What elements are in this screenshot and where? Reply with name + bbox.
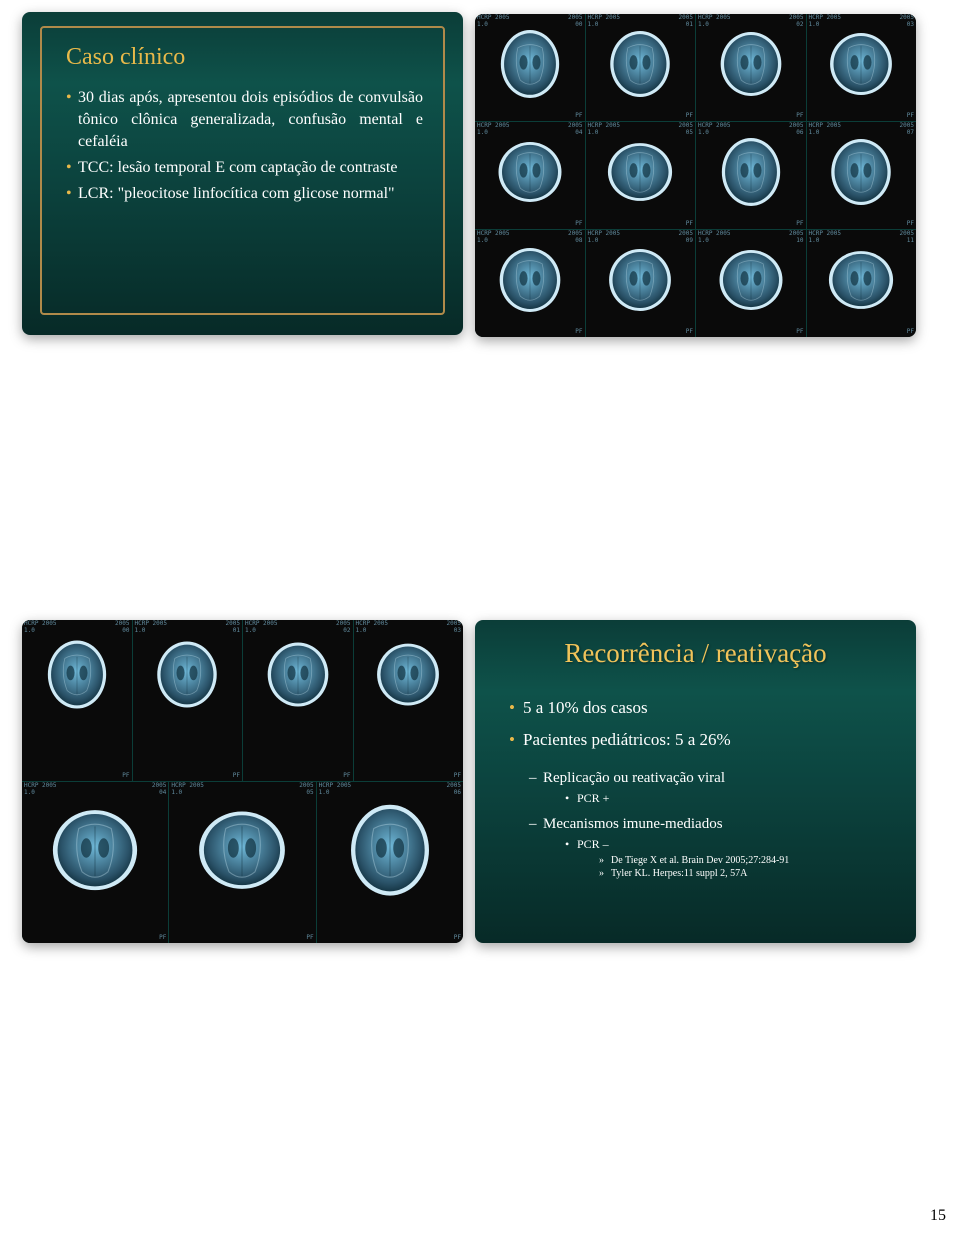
ct-scan-cell: HCRP 2005 1.0 2005 01 PF — [133, 620, 243, 781]
ct-scan-cell: HCRP 2005 1.0 2005 02 PF — [243, 620, 353, 781]
ct-overlay-text: PF — [575, 221, 582, 228]
ct-overlay-text: 2005 03 — [447, 621, 461, 634]
ct-scan-cell: HCRP 2005 1.0 2005 00 PF — [22, 620, 132, 781]
slide-recorrencia: Recorrência / reativação 5 a 10% dos cas… — [475, 620, 916, 943]
ct-overlay-text: PF — [686, 113, 693, 120]
slide4-sub2-label: Mecanismos imune-mediados — [543, 816, 723, 832]
ct-scan-cell: HCRP 2005 1.0 2005 09 PF — [586, 230, 696, 337]
ct-brain-icon — [821, 239, 902, 320]
ct-overlay-text: PF — [454, 773, 461, 780]
slide4-bullet: 5 a 10% dos casos — [509, 695, 890, 721]
ct-scan-cell: HCRP 2005 1.0 2005 06 PF — [317, 782, 463, 943]
slide4-sub1: Replicação ou reativação viral PCR + — [529, 770, 890, 806]
ct-scan-cell: HCRP 2005 1.0 2005 03 PF — [807, 14, 917, 121]
ct-overlay-text: PF — [575, 113, 582, 120]
ct-overlay-text: 2005 05 — [299, 783, 313, 796]
ct-overlay-text: HCRP 2005 1.0 — [245, 621, 278, 634]
ct-scan-cell: HCRP 2005 1.0 2005 03 PF — [354, 620, 464, 781]
ct-overlay-text: PF — [159, 935, 166, 942]
ct-overlay-text: PF — [306, 935, 313, 942]
ct-brain-icon — [600, 131, 681, 212]
ct-brain-icon — [188, 796, 296, 904]
ct-overlay-text: PF — [907, 113, 914, 120]
ct-scan-cell: HCRP 2005 1.0 2005 08 PF — [475, 230, 585, 337]
ct-overlay-text: 2005 00 — [115, 621, 129, 634]
ct-brain-icon — [821, 131, 902, 212]
ct-brain-icon — [821, 23, 902, 104]
ct-brain-icon — [368, 634, 449, 715]
slide4-list: 5 a 10% dos casos Pacientes pediátricos:… — [509, 695, 890, 752]
ct-scan-cell: HCRP 2005 1.0 2005 02 PF — [696, 14, 806, 121]
slide4-ref: De Tiege X et al. Brain Dev 2005;27:284-… — [599, 855, 890, 866]
ct-scan-grid-top: HCRP 2005 1.0 2005 00 PF HCRP 2005 1.0 2… — [475, 14, 916, 337]
ct-brain-icon — [257, 634, 338, 715]
page-number: 15 — [930, 1207, 946, 1225]
ct-scan-cell: HCRP 2005 1.0 2005 05 PF — [586, 122, 696, 229]
slide4-bullet: Pacientes pediátricos: 5 a 26% — [509, 727, 890, 753]
ct-brain-icon — [36, 634, 117, 715]
slide-caso-clinico: Caso clínico 30 dias após, apresentou do… — [22, 12, 463, 335]
ct-scan-cell: HCRP 2005 1.0 2005 10 PF — [696, 230, 806, 337]
ct-brain-icon — [600, 23, 681, 104]
ct-overlay-text: HCRP 2005 1.0 — [135, 621, 168, 634]
ct-scan-cell: HCRP 2005 1.0 2005 01 PF — [586, 14, 696, 121]
ct-scan-cell: HCRP 2005 1.0 2005 04 PF — [475, 122, 585, 229]
ct-brain-icon — [710, 239, 791, 320]
ct-overlay-text: 2005 06 — [447, 783, 461, 796]
ct-overlay-text: HCRP 2005 1.0 — [171, 783, 204, 796]
ct-scan-grid-bottom: HCRP 2005 1.0 2005 00 PF HCRP 2005 1.0 2… — [22, 620, 463, 943]
ct-overlay-text: PF — [796, 329, 803, 336]
gold-frame: Caso clínico 30 dias após, apresentou do… — [40, 26, 445, 315]
ct-scan-cell: HCRP 2005 1.0 2005 00 PF — [475, 14, 585, 121]
ct-overlay-text: 2005 01 — [226, 621, 240, 634]
ct-overlay-text: PF — [796, 113, 803, 120]
slide4-sub1-label: Replicação ou reativação viral — [543, 770, 725, 786]
slide4-ref: Tyler KL. Herpes:11 suppl 2, 57A — [599, 868, 890, 879]
slide1-title: Caso clínico — [66, 44, 423, 71]
ct-scan-cell: HCRP 2005 1.0 2005 11 PF — [807, 230, 917, 337]
slide1-bullet: TCC: lesão temporal E com captação de co… — [66, 157, 423, 179]
ct-brain-icon — [710, 131, 791, 212]
slide4-title: Recorrência / reativação — [501, 638, 890, 669]
slide4-sub2-child: PCR – De Tiege X et al. Brain Dev 2005;2… — [565, 837, 890, 879]
ct-overlay-text: HCRP 2005 1.0 — [356, 621, 389, 634]
ct-overlay-text: PF — [796, 221, 803, 228]
ct-brain-icon — [489, 131, 570, 212]
ct-overlay-text: PF — [907, 329, 914, 336]
ct-brain-icon — [41, 796, 149, 904]
ct-overlay-text: PF — [233, 773, 240, 780]
ct-overlay-text: PF — [575, 329, 582, 336]
ct-brain-icon — [489, 23, 570, 104]
ct-overlay-text: PF — [122, 773, 129, 780]
ct-overlay-text: PF — [454, 935, 461, 942]
ct-scan-cell: HCRP 2005 1.0 2005 06 PF — [696, 122, 806, 229]
ct-scan-cell: HCRP 2005 1.0 2005 04 PF — [22, 782, 168, 943]
ct-overlay-text: HCRP 2005 1.0 — [319, 783, 352, 796]
ct-brain-icon — [147, 634, 228, 715]
ct-brain-icon — [336, 796, 444, 904]
slide4-sub2: Mecanismos imune-mediados PCR – De Tiege… — [529, 816, 890, 879]
ct-brain-icon — [600, 239, 681, 320]
slide1-bullet: 30 dias após, apresentou dois episódios … — [66, 87, 423, 153]
ct-overlay-text: HCRP 2005 1.0 — [24, 783, 57, 796]
ct-brain-icon — [710, 23, 791, 104]
slide4-sublist: Replicação ou reativação viral PCR + Mec… — [529, 770, 890, 879]
ct-overlay-text: PF — [686, 329, 693, 336]
ct-brain-icon — [489, 239, 570, 320]
ct-overlay-text: 2005 02 — [336, 621, 350, 634]
ct-overlay-text: HCRP 2005 1.0 — [24, 621, 57, 634]
ct-overlay-text: PF — [343, 773, 350, 780]
slide4-sub2-child-text: PCR – — [577, 837, 609, 851]
slide4-sub1-child: PCR + — [565, 791, 890, 806]
ct-grid-row: HCRP 2005 1.0 2005 04 PF HCRP 2005 1.0 2… — [22, 782, 463, 943]
slide1-bullet: LCR: "pleocitose linfocítica com glicose… — [66, 183, 423, 205]
slide1-bullet-list: 30 dias após, apresentou dois episódios … — [66, 87, 423, 205]
ct-overlay-text: 2005 04 — [152, 783, 166, 796]
ct-overlay-text: PF — [907, 221, 914, 228]
ct-overlay-text: PF — [686, 221, 693, 228]
ct-scan-cell: HCRP 2005 1.0 2005 07 PF — [807, 122, 917, 229]
ct-scan-cell: HCRP 2005 1.0 2005 05 PF — [169, 782, 315, 943]
